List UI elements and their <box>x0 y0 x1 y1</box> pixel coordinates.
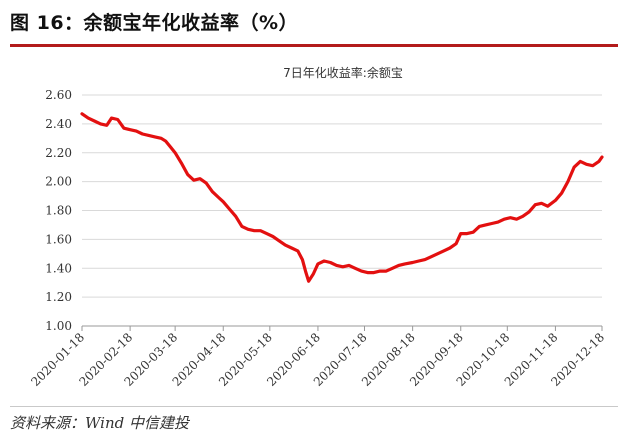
footer-rule <box>10 406 618 407</box>
y-tick-label: 1.40 <box>45 261 72 275</box>
series-line-yuebao <box>80 112 604 283</box>
gridlines <box>82 94 602 327</box>
y-tick-label: 1.80 <box>45 204 72 218</box>
y-tick-label: 1.20 <box>45 290 72 304</box>
x-axis: 2020-01-182020-02-182020-03-182020-04-18… <box>28 325 607 389</box>
y-axis: 1.00 1.20 1.40 1.60 1.80 2.00 2.20 2.40 2.60 <box>45 88 72 333</box>
y-tick-label: 1.00 <box>45 319 72 333</box>
line-chart: 7日年化收益率:余额宝 1.00 1.20 1.40 1.60 1.80 2.00 2.20… <box>28 65 607 389</box>
source-note: 资料来源：Wind 中信建投 <box>10 414 189 432</box>
chart-title: 7日年化收益率:余额宝 <box>283 65 403 80</box>
y-tick-label: 2.00 <box>45 175 72 189</box>
figure-title: 图 16：余额宝年化收益率（%） <box>10 12 299 34</box>
y-tick-label: 2.40 <box>45 117 72 131</box>
y-tick-label: 1.60 <box>45 232 72 246</box>
y-tick-label: 2.20 <box>45 146 72 160</box>
title-rule <box>10 44 618 47</box>
y-tick-label: 2.60 <box>45 88 72 102</box>
series-layer <box>80 112 604 283</box>
